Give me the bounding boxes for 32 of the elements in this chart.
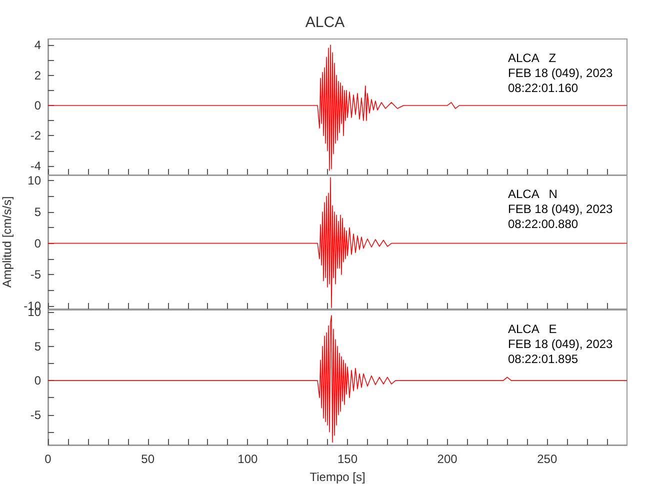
x-tick-label: 150: [337, 452, 358, 466]
annotation: ALCA E: [508, 322, 557, 336]
annotation: 08:22:01.895: [508, 352, 578, 366]
y-axis-title: Amplitud [cm/s/s]: [0, 196, 14, 288]
y-tick-label: 0: [34, 236, 42, 250]
y-tick-label: -5: [30, 268, 42, 282]
annotation: 08:22:01.160: [508, 81, 578, 95]
chart-title: ALCA: [305, 14, 345, 31]
y-tick-label: -2: [30, 128, 42, 143]
y-tick-label: 0: [34, 98, 42, 112]
y-tick-label: 5: [34, 204, 42, 219]
y-tick-label: 5: [34, 339, 42, 354]
annotation: ALCA Z: [508, 51, 556, 65]
annotation: ALCA N: [508, 187, 558, 201]
y-tick-label: 0: [34, 374, 42, 388]
y-tick-label: 2: [34, 68, 42, 82]
x-axis-title: Tiempo [s]: [310, 470, 366, 484]
annotation: FEB 18 (049), 2023: [508, 66, 614, 80]
y-tick-label: -5: [30, 408, 42, 422]
y-tick-label: 4: [34, 38, 42, 52]
line-series: [48, 44, 628, 171]
x-tick-label: 0: [44, 452, 52, 466]
annotation: 08:22:00.880: [508, 217, 578, 231]
x-tick-label: 100: [238, 452, 258, 466]
x-tick-label: 200: [437, 452, 458, 466]
x-tick-label: 50: [141, 452, 155, 466]
line-series: [48, 315, 628, 443]
annotation: FEB 18 (049), 2023: [508, 202, 614, 216]
y-tick-label: 10: [28, 174, 42, 188]
y-tick-label: -4: [30, 158, 42, 173]
annotation: FEB 18 (049), 2023: [508, 337, 614, 351]
x-tick-label: 250: [537, 452, 558, 466]
